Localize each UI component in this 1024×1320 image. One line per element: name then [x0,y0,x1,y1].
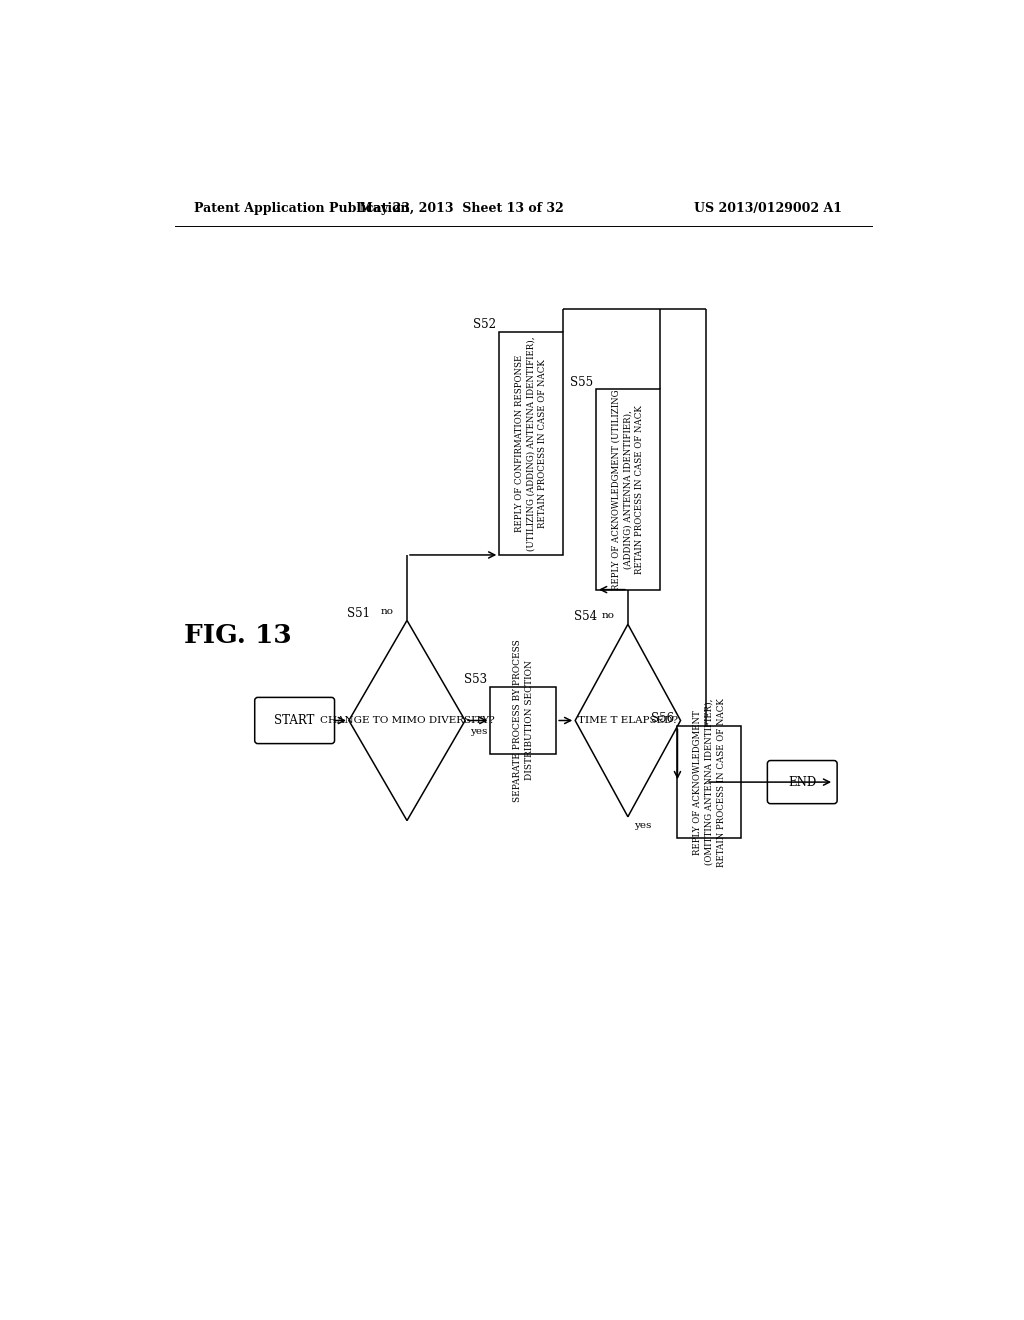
Bar [678,726,741,838]
Text: S52: S52 [473,318,496,331]
Text: REPLY OF ACKNOWLEDGMENT
(OMITTING ANTENNA IDENTIFIER),
RETAIN PROCESS IN CASE OF: REPLY OF ACKNOWLEDGMENT (OMITTING ANTENN… [693,698,726,866]
Text: SEPARATE PROCESS BY PROCESS
DISTRIBUTION SECTION: SEPARATE PROCESS BY PROCESS DISTRIBUTION… [513,639,534,801]
Text: S51: S51 [347,607,371,619]
Text: S55: S55 [570,376,593,388]
Text: S56: S56 [651,713,675,726]
FancyBboxPatch shape [255,697,335,743]
Text: START: START [274,714,314,727]
FancyBboxPatch shape [767,760,838,804]
Text: no: no [601,611,614,620]
Bar [490,686,556,755]
Text: no: no [380,607,393,616]
Bar [500,331,563,554]
Text: FIG. 13: FIG. 13 [183,623,292,648]
Text: END: END [788,776,816,788]
Text: S54: S54 [573,610,597,623]
Text: May 23, 2013  Sheet 13 of 32: May 23, 2013 Sheet 13 of 32 [358,202,563,215]
Text: REPLY OF CONFIRMATION RESPONSE
(UTILIZING (ADDING) ANTENNA IDENTIFIER),
RETAIN P: REPLY OF CONFIRMATION RESPONSE (UTILIZIN… [515,337,547,550]
Bar [596,389,659,590]
Polygon shape [349,620,465,821]
Text: S53: S53 [464,673,487,686]
Text: US 2013/0129002 A1: US 2013/0129002 A1 [693,202,842,215]
Text: Patent Application Publication: Patent Application Publication [194,202,410,215]
Text: TIME T ELAPSED?: TIME T ELAPSED? [578,715,678,725]
Polygon shape [575,624,681,817]
Text: REPLY OF ACKNOWLEDGMENT (UTILIZING
(ADDING) ANTENNA IDENTIFIER),
RETAIN PROCESS : REPLY OF ACKNOWLEDGMENT (UTILIZING (ADDI… [611,389,644,590]
Text: yes: yes [634,821,651,829]
Text: yes: yes [470,727,487,737]
Text: CHANGE TO MIMO DIVERSITY?: CHANGE TO MIMO DIVERSITY? [319,715,495,725]
